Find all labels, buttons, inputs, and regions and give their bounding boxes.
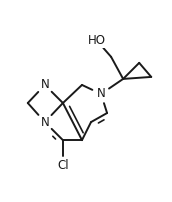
Text: HO: HO — [88, 34, 106, 47]
Text: N: N — [40, 78, 49, 92]
Text: Cl: Cl — [57, 159, 69, 172]
Text: N: N — [97, 87, 105, 100]
Text: N: N — [40, 116, 49, 129]
